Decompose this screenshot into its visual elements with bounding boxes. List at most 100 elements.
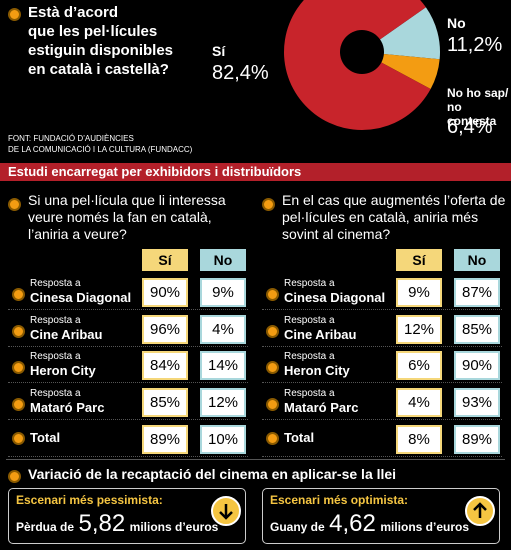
scenario-prefix: Guany de — [270, 520, 325, 534]
question-line: Està d’acord — [28, 4, 119, 21]
value-cell: 89% — [454, 425, 500, 454]
value-cell: 89% — [142, 425, 188, 454]
pie-chart — [284, 0, 440, 130]
pie-slice — [284, 0, 431, 130]
row-rule — [8, 309, 248, 310]
column-header: Sí — [142, 249, 188, 271]
scenario-heading: Variació de la recaptació del cinema en … — [28, 466, 397, 482]
row-name: Cinesa Diagonal — [30, 290, 132, 305]
scenario-suffix: milions d’euros — [380, 520, 469, 534]
scenario-title: Escenari més optimista: — [270, 493, 409, 507]
row-prefix: Resposta a — [284, 387, 335, 399]
source-line: DE LA COMUNICACIÓ I LA CULTURA (FUNDACC) — [8, 145, 193, 154]
scenario-amount: 4,62 — [329, 510, 376, 537]
question-line: estiguin disponibles — [28, 42, 174, 59]
row-prefix: Resposta a — [30, 314, 81, 326]
value-cell: 6% — [396, 351, 442, 380]
value-cell: 96% — [142, 314, 188, 344]
value-cell: 10% — [200, 425, 246, 454]
slice-value: 6,4% — [447, 116, 493, 138]
arrow — [219, 504, 233, 520]
value-cell: 12% — [200, 387, 246, 417]
bullet-icon — [12, 361, 25, 374]
value-cell: 84% — [142, 351, 188, 380]
scenario-suffix: milions d’euros — [129, 520, 219, 534]
value-cell: 14% — [200, 351, 246, 380]
bullet-icon — [12, 324, 25, 338]
scenario-line: Pèrdua de 5,82 milions d’euros — [16, 510, 218, 538]
value-cell: 8% — [396, 425, 442, 454]
bullet-icon — [266, 432, 279, 445]
bullet-icon — [262, 198, 275, 211]
row-rule — [262, 418, 502, 420]
total-name: Total — [284, 430, 315, 445]
bullet-icon — [8, 198, 21, 211]
value-cell: 90% — [454, 351, 500, 380]
row-prefix: Resposta a — [30, 351, 81, 362]
row-rule — [8, 345, 248, 347]
bullet-icon — [12, 397, 25, 411]
band-title: Estudi encarregat per exhibidors i distr… — [8, 164, 302, 179]
bullet-icon — [8, 8, 21, 21]
row-rule — [8, 456, 248, 457]
row-prefix: Resposta a — [284, 351, 335, 362]
value-cell: 93% — [454, 387, 500, 417]
slice-value: 82,4% — [212, 62, 269, 84]
source-line: FONT: FUNDACIÓ D’AUDIÈNCIES — [8, 134, 134, 143]
row-name: Heron City — [30, 363, 96, 378]
table-question: Si una pel·lícula que li interessa veure… — [28, 192, 226, 242]
row-rule — [8, 382, 248, 383]
value-cell: 9% — [396, 278, 442, 307]
row-rule — [262, 345, 502, 347]
scenario-amount: 5,82 — [78, 510, 126, 537]
scenario-prefix: Pèrdua de — [16, 520, 75, 534]
value-cell: 9% — [200, 278, 246, 307]
bullet-icon — [266, 397, 279, 411]
slice-value: 11,2% — [447, 34, 503, 56]
bullet-icon — [266, 361, 279, 374]
bullet-icon — [266, 324, 279, 338]
scenario-title: Escenari més pessimista: — [16, 493, 163, 507]
value-cell: 4% — [200, 314, 246, 344]
row-prefix: Resposta a — [30, 387, 81, 399]
row-prefix: Resposta a — [284, 278, 335, 289]
column-header: No — [454, 249, 500, 271]
arrow — [473, 502, 487, 518]
slice-label: Sí — [212, 43, 226, 59]
pie-slice — [381, 54, 440, 90]
bullet-icon — [12, 432, 25, 445]
row-name: Mataró Parc — [30, 399, 105, 415]
scenario-line: Guany de 4,62 milions d’euros — [270, 510, 469, 538]
separator — [6, 459, 505, 460]
row-name: Cinesa Diagonal — [284, 290, 386, 305]
pie-slice — [380, 7, 440, 60]
scenario-box — [262, 488, 500, 544]
row-rule — [262, 456, 502, 457]
row-rule — [8, 418, 248, 420]
question-line: que les pel·lícules — [28, 23, 158, 40]
value-cell: 85% — [142, 387, 188, 417]
row-name: Cine Aribau — [30, 326, 103, 342]
value-cell: 4% — [396, 387, 442, 417]
question-line: en català i castellà? — [28, 61, 169, 78]
value-cell: 90% — [142, 278, 188, 307]
row-prefix: Resposta a — [284, 314, 335, 326]
bullet-icon — [266, 288, 279, 301]
band — [0, 163, 511, 181]
arrow-icon — [465, 496, 495, 526]
bullet-icon — [8, 470, 21, 483]
slice-label: No ho sap/ no contesta — [447, 86, 509, 128]
value-cell: 12% — [396, 314, 442, 344]
row-rule — [262, 309, 502, 310]
row-name: Mataró Parc — [284, 399, 359, 415]
slice-label: No — [447, 15, 466, 31]
row-name: Heron City — [284, 363, 350, 378]
arrow-icon — [211, 496, 241, 526]
total-name: Total — [30, 430, 61, 445]
value-cell: 87% — [454, 278, 500, 307]
bullet-icon — [12, 288, 25, 301]
row-rule — [262, 382, 502, 383]
column-header: Sí — [396, 249, 442, 271]
value-cell: 85% — [454, 314, 500, 344]
